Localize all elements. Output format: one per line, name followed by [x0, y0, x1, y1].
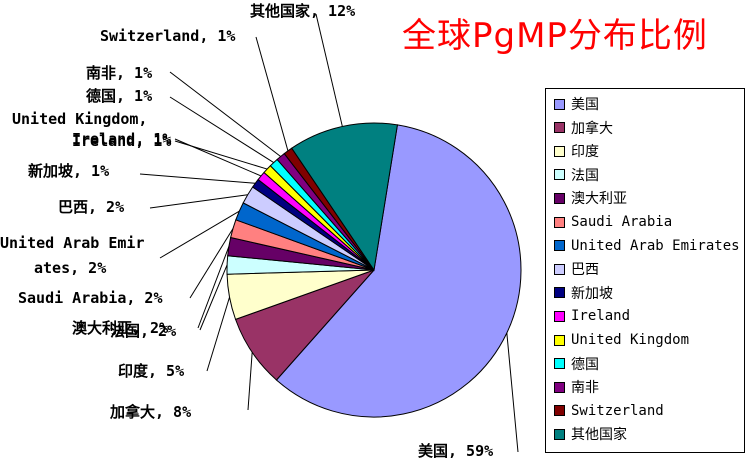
legend-swatch — [554, 405, 565, 417]
legend-item: 加拿大 — [554, 118, 613, 138]
legend-label: United Arab Emirates — [571, 237, 740, 254]
legend-label: 澳大利亚 — [571, 191, 627, 208]
legend-label: 美国 — [571, 97, 599, 113]
legend-swatch — [554, 216, 565, 228]
data-label: 德国, 1% — [86, 87, 152, 105]
legend-item: 澳大利亚 — [554, 188, 627, 208]
legend-swatch — [554, 263, 565, 275]
legend-swatch — [554, 122, 565, 134]
legend-swatch — [554, 428, 565, 440]
legend-item: Saudi Arabia — [554, 212, 672, 232]
pie-slice — [291, 122, 398, 272]
leader-line — [197, 246, 230, 329]
legend-item: Switzerland — [554, 401, 664, 421]
data-labels: 美国, 59% 加拿大, 8% 印度, 5% 法国, 2%澳大利亚, 2% Saudi … — [0, 2, 493, 460]
legend-item: 巴西 — [554, 259, 599, 279]
data-label: 巴西, 2% — [58, 198, 124, 216]
legend-item: 法国 — [554, 165, 599, 185]
leader-line — [159, 210, 240, 259]
legend-label: 德国 — [571, 356, 599, 373]
legend-swatch — [554, 334, 565, 346]
data-label: 加拿大, 8% — [109, 403, 191, 421]
leader-line — [139, 173, 256, 184]
legend-label: 新加坡 — [571, 285, 613, 302]
data-label: 法国, 2% — [110, 322, 176, 340]
leader-line — [206, 296, 231, 372]
legend-swatch — [554, 169, 565, 181]
legend-item: 德国 — [554, 354, 599, 374]
legend-swatch — [554, 98, 565, 110]
legend-swatch — [554, 310, 565, 322]
leader-line — [169, 96, 274, 163]
legend-item: 新加坡 — [554, 283, 613, 303]
legend-swatch — [554, 381, 565, 393]
data-label: United Arab Emir ates, 2% — [0, 234, 145, 277]
data-label: 南非, 1% — [86, 64, 152, 82]
leader-line — [315, 13, 343, 127]
leader-line — [247, 352, 253, 411]
leader-line — [199, 264, 228, 331]
data-label: 印度, 5% — [118, 362, 184, 380]
data-label: United Kingdom, Ireland, 1% — [12, 110, 171, 150]
leader-line — [189, 228, 234, 299]
legend-swatch — [554, 287, 565, 299]
legend-label: 南非 — [571, 380, 599, 397]
legend-swatch — [554, 240, 565, 252]
legend-label: 其他国家 — [571, 427, 627, 444]
chart-title: 全球PgMP分布比例 — [402, 16, 708, 56]
legend-label: Saudi Arabia — [571, 214, 673, 230]
data-label: 其他国家, 12% — [250, 2, 355, 20]
legend-item: 南非 — [554, 377, 599, 397]
legend-item: Ireland — [554, 306, 630, 326]
legend-label: 加拿大 — [571, 120, 613, 137]
data-label: Saudi Arabia, 2% — [18, 289, 163, 307]
legend-label: Switzerland — [571, 402, 664, 419]
legend-item: 其他国家 — [554, 424, 627, 444]
leader-line — [174, 140, 268, 170]
legend-item: United Arab Emirates — [554, 236, 740, 256]
legend-swatch — [554, 358, 565, 370]
legend: 美国加拿大印度法国澳大利亚 Saudi Arabia United Arab Emi… — [545, 88, 745, 453]
pie-slices — [226, 122, 522, 418]
leader-line — [169, 71, 281, 157]
legend-item: United Kingdom — [554, 330, 689, 350]
data-label: Switzerland, 1% — [100, 27, 235, 45]
legend-item: 美国 — [554, 94, 599, 114]
leader-lines — [139, 13, 519, 453]
leader-line — [149, 194, 248, 209]
data-label: Ireland, 1% — [72, 130, 171, 148]
legend-label: Ireland — [571, 308, 631, 325]
data-label: 澳大利亚, 2% — [72, 319, 168, 337]
legend-label: United Kingdom — [571, 332, 690, 348]
legend-swatch — [554, 192, 565, 204]
legend-label: 巴西 — [571, 262, 599, 279]
legend-swatch — [554, 145, 565, 157]
data-label: 新加坡, 1% — [28, 162, 109, 180]
legend-label: 法国 — [571, 167, 599, 184]
leader-line — [255, 36, 289, 151]
legend-item: 印度 — [554, 141, 599, 161]
data-label: 美国, 59% — [418, 442, 493, 460]
leader-line — [506, 332, 519, 453]
legend-label: 印度 — [571, 144, 599, 161]
